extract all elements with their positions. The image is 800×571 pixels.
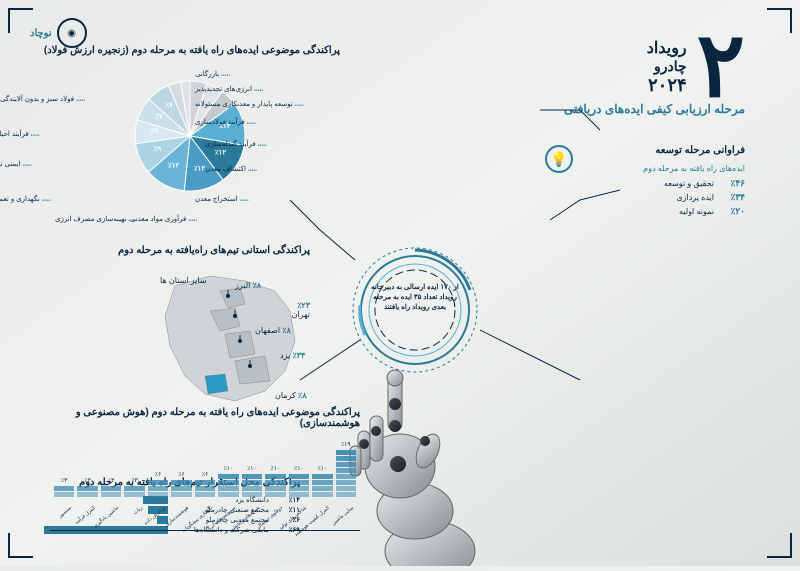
map-section: پراکندگی استانی تیم‌های راه‌یافته به مرح… [30, 245, 310, 406]
column-item: ٪۳سنسور [54, 477, 74, 530]
svg-text:٪۱۲: ٪۱۲ [215, 150, 227, 157]
svg-text:٪۱۲: ٪۱۲ [194, 165, 206, 172]
header-subtitle: مرحله ارزیابی کیفی ایده‌های دریافتی [564, 102, 745, 116]
svg-text:٪۹: ٪۹ [154, 146, 162, 153]
pie-slice-label: ایمنی نیروی کار [0, 160, 31, 168]
svg-text:٪۷: ٪۷ [165, 102, 173, 109]
column-item: ٪۱۹بینایی ماشین [336, 441, 356, 530]
map-region-label: ٪۳۴ یزد [280, 351, 305, 360]
cols-section: پراکندگی موضوعی ایده‌های راه یافته به مر… [50, 407, 360, 531]
pie-slice-label: فرآیند احیا مستقیم [0, 130, 40, 138]
pie-section: پراکندگی موضوعی ایده‌های راه یافته به مر… [40, 45, 340, 201]
logo-text: نوچاد [30, 28, 52, 39]
pie-slice-label: فرآوری مواد معدنی [130, 215, 197, 223]
header: ۲ رویداد چادرو ۲۰۲۴ مرحله ارزیابی کیفی ا… [564, 30, 745, 116]
map-title: پراکندگی استانی تیم‌های راه‌یافته به مرح… [30, 245, 310, 256]
dev-subtitle: ایده‌های راه یافته به مرحله دوم [593, 164, 745, 173]
corner-bracket [767, 8, 792, 33]
map-region-label: ٪۸ اصفهان [255, 326, 291, 335]
event-number: ۲ [697, 30, 745, 102]
pie-slice-label: اکتشاف معدن [205, 165, 257, 173]
development-section: فراوانی مرحله توسعه ایده‌های راه یافته ب… [545, 145, 745, 220]
map-region-label: ٪۲۳ تهران [280, 301, 310, 319]
logo: ◉ نوچاد [30, 18, 87, 48]
pie-slice-label: فولاد سبز و بدون آلایندگی [0, 95, 85, 103]
pie-slice-label: فرآیند فولادسازی [195, 118, 256, 126]
pie-slice-label: انرژی‌های تجدیدپذیر [195, 85, 263, 93]
corner-bracket [767, 533, 792, 558]
pie-slice-label: استخراج معدن [195, 195, 249, 203]
pie-slice-label: نگهداری و تعمیرات [0, 195, 51, 203]
bulb-icon: 💡 [545, 145, 573, 173]
pie-slice-label: فرآیند گندله‌سازی [205, 140, 267, 148]
corner-bracket [8, 533, 33, 558]
hud-text: از ۱۷۰ ایده ارسالی به دبیرخانه رویداد تع… [365, 283, 465, 312]
map-region-label: ٪۸ کرمان [275, 391, 307, 400]
dev-item: ٪۲۰نمونه اولیه [593, 206, 745, 217]
dev-title: فراوانی مرحله توسعه [593, 145, 745, 156]
dev-item: ٪۴۶تحقیق و توسعه [593, 178, 745, 189]
map-region-label: سایر استان ها [160, 276, 207, 285]
cols-title: پراکندگی موضوعی ایده‌های راه یافته به مر… [50, 407, 360, 429]
dev-item: ٪۳۴ایده پردازی [593, 192, 745, 203]
svg-text:٪۷: ٪۷ [155, 113, 163, 120]
pie-slice-label: بهینه‌سازی مصرف انرژی [55, 215, 137, 223]
pie-title: پراکندگی موضوعی ایده‌های راه یافته به مر… [40, 45, 340, 56]
iran-map: ٪۸ البرز ٪۲۳ تهران ٪۸ اصفهان ٪۳۴ یزد ٪۸ کرما… [150, 266, 310, 406]
svg-text:٪۷: ٪۷ [151, 128, 159, 135]
pie-slice-label: توسعه پایدار و معدنکاری مسئولانه [195, 100, 304, 108]
svg-text:٪۱۲: ٪۱۲ [168, 163, 180, 170]
logo-icon: ◉ [57, 18, 87, 48]
pie-slice-label: بازرگانی [195, 70, 230, 78]
column-chart: ٪۱۹بینایی ماشین٪۱۰کنترل کیفیت هوشمند٪۱۰ش… [50, 441, 360, 531]
map-region-label: ٪۸ البرز [235, 281, 261, 290]
